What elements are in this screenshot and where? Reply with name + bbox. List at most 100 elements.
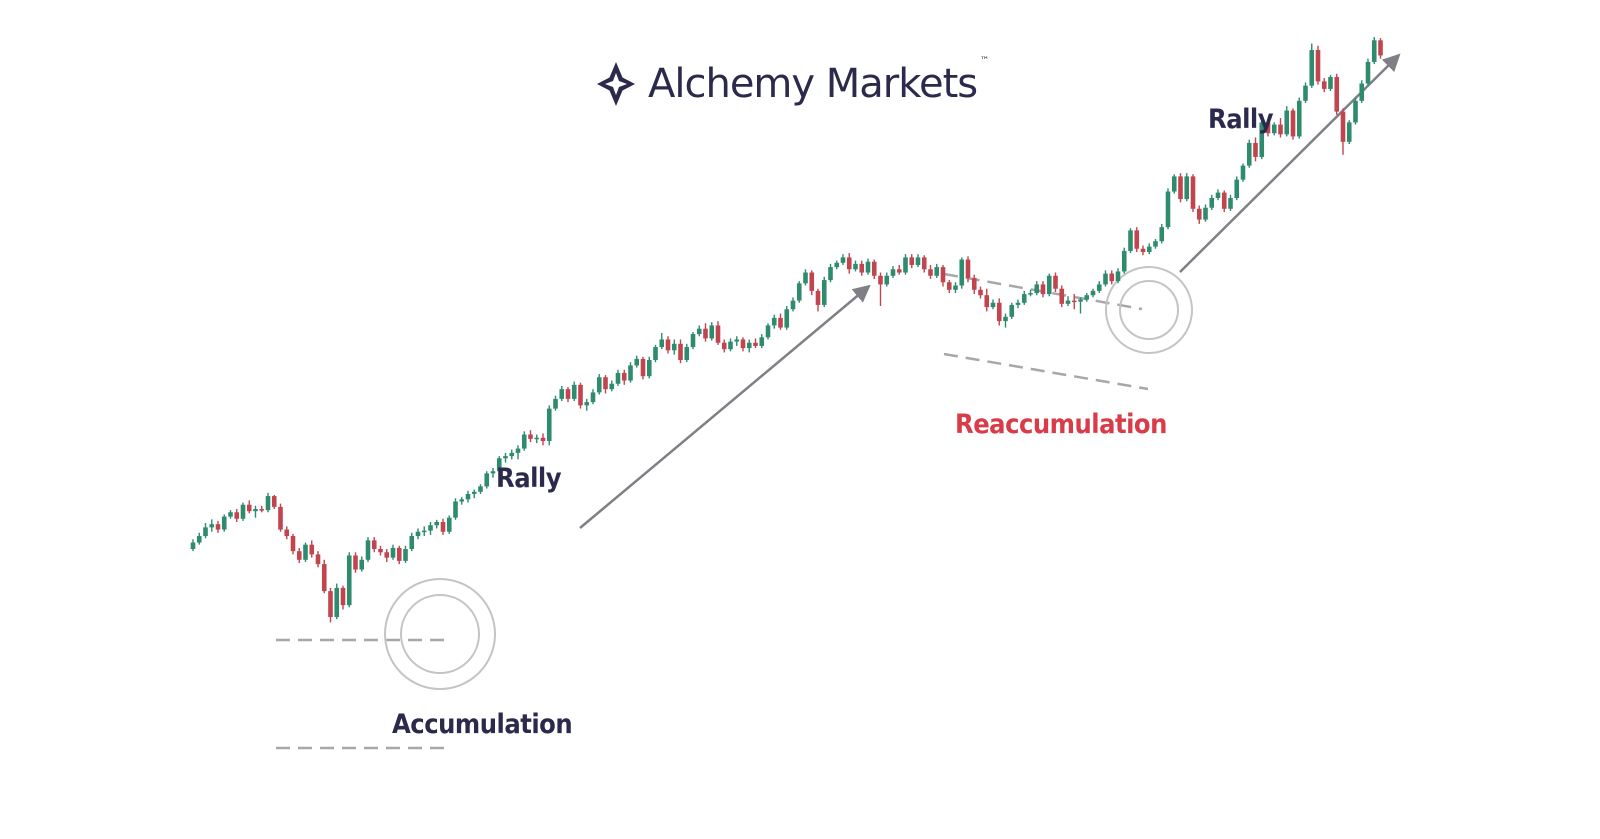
bearish-candle	[259, 509, 265, 511]
rally-trend-arrow-2	[1179, 53, 1401, 273]
brand-logo: Alchemy Markets ™	[596, 52, 989, 116]
bearish-candle	[215, 524, 221, 530]
bullish-candle	[496, 458, 502, 472]
bullish-candle	[1015, 302, 1021, 305]
reaccumulation-breakout-outer-ring	[1105, 266, 1193, 354]
bullish-candle	[1296, 100, 1302, 137]
bullish-candle	[446, 517, 452, 532]
bullish-candle	[253, 509, 258, 512]
bullish-candle	[840, 257, 846, 263]
bullish-candle	[334, 587, 340, 618]
bearish-candle	[815, 290, 821, 305]
bearish-candle	[965, 259, 971, 278]
bullish-candle	[734, 339, 740, 342]
bullish-candle	[1215, 192, 1221, 198]
bearish-candle	[909, 257, 915, 265]
bearish-candle	[1278, 124, 1283, 135]
bullish-candle	[1021, 294, 1027, 303]
bullish-candle	[1128, 230, 1133, 251]
bullish-candle	[1346, 122, 1352, 142]
bullish-candle	[1003, 316, 1008, 322]
bullish-candle	[746, 342, 752, 349]
bullish-candle	[1328, 77, 1333, 89]
bearish-candle	[1140, 248, 1146, 252]
bearish-candle	[1178, 176, 1183, 200]
bearish-candle	[753, 342, 758, 346]
bullish-candle	[1009, 304, 1015, 317]
bullish-candle	[1359, 83, 1365, 101]
bearish-candle	[296, 551, 302, 560]
bullish-candle	[765, 325, 771, 338]
bullish-candle	[628, 365, 633, 381]
bullish-candle	[790, 300, 796, 310]
bullish-candle	[503, 456, 508, 459]
bullish-candle	[1115, 271, 1121, 282]
bullish-candle	[853, 263, 858, 270]
bearish-candle	[540, 437, 546, 441]
bearish-candle	[940, 267, 946, 283]
bullish-candle	[359, 559, 365, 570]
bullish-candle	[615, 372, 621, 384]
bullish-candle	[1096, 284, 1102, 291]
bullish-candle	[1146, 246, 1152, 252]
bearish-candle	[378, 549, 383, 553]
bullish-candle	[1153, 241, 1158, 247]
bearish-candle	[1059, 288, 1065, 304]
rally-label-2: Rally	[1208, 104, 1274, 135]
bearish-candle	[1290, 110, 1296, 137]
bullish-candle	[884, 275, 890, 285]
bearish-candle	[1040, 284, 1046, 295]
bearish-candle	[971, 277, 977, 290]
bullish-candle	[696, 328, 702, 335]
bearish-candle	[440, 522, 446, 532]
bearish-candle	[290, 536, 296, 552]
bearish-candle	[1071, 300, 1077, 303]
bullish-candle	[190, 542, 196, 549]
bearish-candle	[278, 506, 283, 530]
bullish-candle	[828, 267, 833, 281]
bullish-candle	[865, 261, 871, 273]
bearish-candle	[328, 591, 333, 618]
bullish-candle	[1065, 300, 1071, 304]
bearish-candle	[878, 275, 883, 285]
bullish-candle	[1203, 207, 1208, 220]
bullish-candle	[821, 280, 827, 305]
bullish-candle	[203, 527, 208, 537]
reaccumulation-breakout-inner-ring	[1119, 280, 1179, 340]
bullish-candle	[684, 347, 690, 360]
bearish-candle	[1315, 50, 1321, 82]
bearish-candle	[871, 261, 877, 276]
bullish-candle	[1028, 293, 1033, 295]
bullish-candle	[415, 531, 421, 537]
bullish-candle	[221, 516, 227, 530]
bullish-candle	[1084, 295, 1090, 300]
bearish-candle	[1134, 230, 1140, 249]
bearish-candle	[1109, 273, 1115, 282]
bullish-candle	[959, 259, 965, 286]
bullish-candle	[671, 343, 677, 351]
accumulation-breakout-outer-ring	[384, 578, 496, 690]
bearish-candle	[396, 547, 402, 561]
bullish-candle	[1209, 198, 1215, 208]
bearish-candle	[1334, 77, 1340, 112]
chart-guides	[276, 53, 1401, 750]
bullish-candle	[478, 486, 483, 492]
bullish-candle	[1365, 61, 1371, 84]
bearish-candle	[859, 263, 865, 273]
bearish-candle	[678, 343, 683, 360]
bullish-candle	[646, 360, 652, 377]
bearish-candle	[896, 269, 902, 273]
bullish-candle	[590, 392, 596, 403]
bearish-candle	[1190, 176, 1196, 209]
bearish-candle	[1321, 81, 1327, 89]
bearish-candle	[984, 295, 990, 308]
bullish-candle	[484, 473, 490, 487]
bullish-candle	[1078, 299, 1083, 302]
bullish-candle	[1246, 142, 1252, 166]
bullish-candle	[1046, 275, 1052, 295]
bullish-candle	[1309, 50, 1315, 86]
bearish-candle	[1253, 142, 1258, 157]
bullish-candle	[1165, 191, 1171, 228]
bullish-candle	[609, 383, 615, 390]
